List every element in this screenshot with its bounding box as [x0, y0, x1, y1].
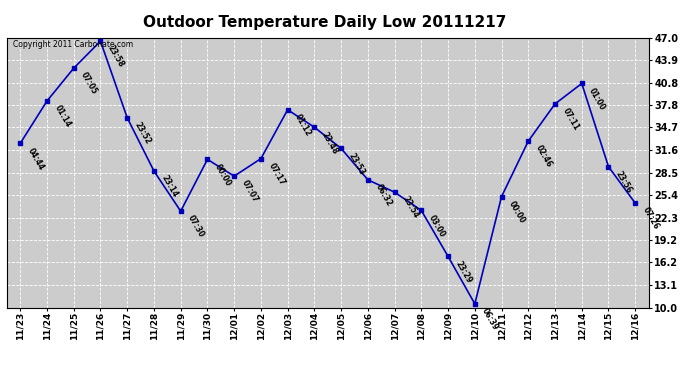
Text: 07:30: 07:30	[186, 214, 206, 240]
Text: 23:14: 23:14	[159, 174, 179, 199]
Text: 07:11: 07:11	[560, 106, 580, 132]
Text: 23:52: 23:52	[132, 120, 152, 146]
Text: 23:53: 23:53	[346, 151, 366, 177]
Text: 23:58: 23:58	[106, 44, 126, 69]
Text: 03:00: 03:00	[427, 213, 446, 238]
Text: 07:26: 07:26	[641, 206, 661, 231]
Text: 04:44: 04:44	[26, 146, 46, 171]
Text: Copyright 2011 Carbonate.com: Copyright 2011 Carbonate.com	[13, 40, 133, 49]
Text: 07:05: 07:05	[79, 71, 99, 96]
Text: 01:14: 01:14	[52, 104, 72, 129]
Text: 23:54: 23:54	[400, 195, 420, 220]
Text: 01:12: 01:12	[293, 112, 313, 138]
Text: 02:46: 02:46	[534, 144, 553, 169]
Text: 07:17: 07:17	[266, 161, 286, 187]
Text: 23:29: 23:29	[453, 259, 473, 285]
Text: 00:00: 00:00	[213, 162, 233, 188]
Text: 07:07: 07:07	[239, 179, 259, 204]
Text: 06:32: 06:32	[373, 183, 393, 208]
Text: Outdoor Temperature Daily Low 20111217: Outdoor Temperature Daily Low 20111217	[143, 15, 506, 30]
Text: 01:00: 01:00	[587, 86, 607, 112]
Text: 00:00: 00:00	[507, 200, 527, 225]
Text: 23:48: 23:48	[320, 130, 340, 156]
Text: 06:39: 06:39	[480, 307, 500, 332]
Text: 23:56: 23:56	[614, 170, 634, 195]
